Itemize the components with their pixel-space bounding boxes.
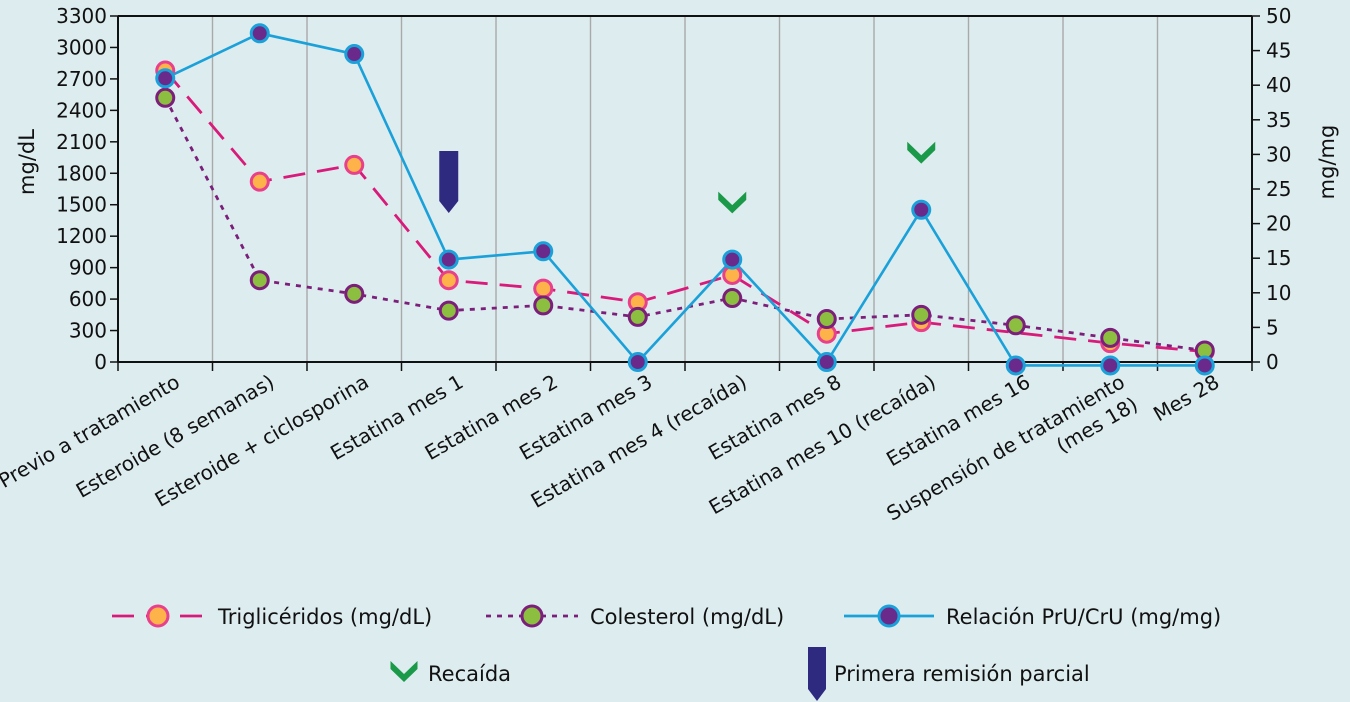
legend-label-relacion: Relación PrU/CrU (mg/mg) <box>946 605 1221 629</box>
y-tick-label: 1200 <box>56 224 107 248</box>
data-point-relacion-pru-cru-mg-mg <box>722 249 743 270</box>
y2-tick-label: 40 <box>1266 73 1291 97</box>
y-tick-label: 2700 <box>56 67 107 91</box>
y2-tick-label: 20 <box>1266 212 1291 236</box>
data-point-relacion-pru-cru-mg-mg <box>533 241 554 262</box>
data-point-relacion-pru-cru-mg-mg <box>155 68 176 89</box>
legend-marker-relacion-pru-cru-mg-mg <box>877 604 901 628</box>
data-point-colesterol-mg-dl <box>344 283 365 304</box>
legend-label-colesterol: Colesterol (mg/dL) <box>590 605 784 629</box>
data-point-colesterol-mg-dl <box>816 309 837 330</box>
y-tick-label: 600 <box>69 287 107 311</box>
legend-flag-icon <box>808 647 826 701</box>
data-point-trigliceridos-mg-dl <box>249 171 270 192</box>
data-point-relacion-pru-cru-mg-mg <box>816 352 837 372</box>
y2-tick-label: 10 <box>1266 281 1291 305</box>
data-point-colesterol-mg-dl <box>155 87 176 108</box>
data-point-colesterol-mg-dl <box>1100 327 1121 348</box>
y-tick-label: 1500 <box>56 193 107 217</box>
data-point-colesterol-mg-dl <box>1005 315 1026 336</box>
y2-tick-label: 25 <box>1266 177 1291 201</box>
y2-tick-label: 45 <box>1266 39 1291 63</box>
recaida-check-icon <box>718 191 747 214</box>
y-tick-label: 3300 <box>56 4 107 28</box>
legend <box>112 604 934 701</box>
data-point-relacion-pru-cru-mg-mg <box>249 23 270 44</box>
data-point-relacion-pru-cru-mg-mg <box>627 352 648 372</box>
data-point-colesterol-mg-dl <box>722 288 743 309</box>
y2-tick-label: 5 <box>1266 315 1279 339</box>
data-point-trigliceridos-mg-dl <box>438 270 459 291</box>
data-point-relacion-pru-cru-mg-mg <box>1005 355 1026 376</box>
data-point-colesterol-mg-dl <box>533 295 554 316</box>
legend-check-icon <box>390 661 418 683</box>
data-point-colesterol-mg-dl <box>438 300 459 321</box>
y-tick-label: 300 <box>69 319 107 343</box>
y2-tick-label: 35 <box>1266 108 1291 132</box>
data-point-relacion-pru-cru-mg-mg <box>911 199 932 220</box>
data-point-colesterol-mg-dl <box>911 304 932 325</box>
annotations <box>439 141 936 214</box>
legend-label-recaida: Recaída <box>428 662 511 686</box>
gridlines <box>211 16 1159 362</box>
y-tick-label: 3000 <box>56 35 107 59</box>
y2-tick-label: 30 <box>1266 142 1291 166</box>
data-point-colesterol-mg-dl <box>249 270 270 291</box>
data-point-relacion-pru-cru-mg-mg <box>344 44 365 65</box>
series-line-relacion-pru-cru-mg-mg <box>164 31 1205 367</box>
legend-marker-trigliceridos-mg-dl <box>146 604 170 628</box>
y2-axis-title: mg/mg <box>1315 125 1339 200</box>
y-tick-label: 0 <box>94 350 107 374</box>
legend-marker-colesterol-mg-dl <box>520 604 544 628</box>
data-point-relacion-pru-cru-mg-mg <box>1194 355 1215 376</box>
y-tick-label: 900 <box>69 256 107 280</box>
legend-label-trigliceridos: Triglicéridos (mg/dL) <box>217 605 432 629</box>
y-tick-label: 1800 <box>56 161 107 185</box>
y2-tick-label: 0 <box>1266 350 1279 374</box>
y2-tick-label: 15 <box>1266 246 1291 270</box>
y-tick-label: 2100 <box>56 130 107 154</box>
data-point-trigliceridos-mg-dl <box>533 278 554 299</box>
y2-tick-label: 50 <box>1266 4 1291 28</box>
recaida-check-icon <box>907 141 936 164</box>
data-point-trigliceridos-mg-dl <box>344 154 365 175</box>
legend-label-remision: Primera remisión parcial <box>834 662 1090 686</box>
y-axis-title: mg/dL <box>15 129 39 195</box>
y-tick-label: 2400 <box>56 98 107 122</box>
data-point-relacion-pru-cru-mg-mg <box>438 249 459 270</box>
data-point-colesterol-mg-dl <box>627 306 648 327</box>
remision-flag-icon <box>439 151 459 213</box>
series-points <box>155 23 1215 376</box>
data-point-relacion-pru-cru-mg-mg <box>1100 355 1121 376</box>
